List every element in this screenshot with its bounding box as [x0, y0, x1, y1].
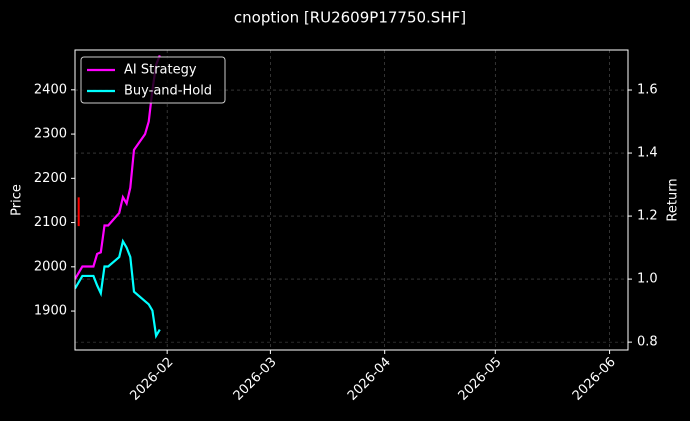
y2-tick-label: 1.0	[637, 272, 658, 287]
y-tick-label: 2000	[34, 259, 67, 274]
x-tick-label: 2026-02	[127, 355, 176, 404]
y-axis-label: Price	[10, 184, 25, 216]
legend-box	[80, 56, 226, 104]
chart-title: cnoption [RU2609P17750.SHF]	[234, 9, 466, 27]
line-series	[75, 238, 161, 340]
legend-label: AI Strategy	[124, 63, 197, 78]
x-tick-label: 2026-06	[570, 355, 619, 404]
y2-axis-label: Return	[666, 178, 681, 221]
y-tick-label: 1900	[34, 304, 67, 319]
y-tick-label: 2200	[34, 171, 67, 186]
y-tick-label: 2100	[34, 215, 67, 230]
y-tick-label: 2400	[34, 82, 67, 97]
plot-frame	[74, 49, 629, 351]
x-tick-label: 2026-04	[345, 355, 394, 404]
y2-tick-label: 1.2	[637, 209, 658, 224]
y2-tick-label: 1.4	[637, 146, 658, 161]
y-tick-label: 2300	[34, 127, 67, 142]
x-tick-label: 2026-03	[231, 355, 280, 404]
legend-label: Buy-and-Hold	[124, 84, 212, 99]
y2-tick-label: 0.8	[637, 335, 658, 350]
y2-tick-label: 1.6	[637, 83, 658, 98]
x-tick-label: 2026-05	[456, 355, 505, 404]
line-series	[75, 54, 161, 280]
